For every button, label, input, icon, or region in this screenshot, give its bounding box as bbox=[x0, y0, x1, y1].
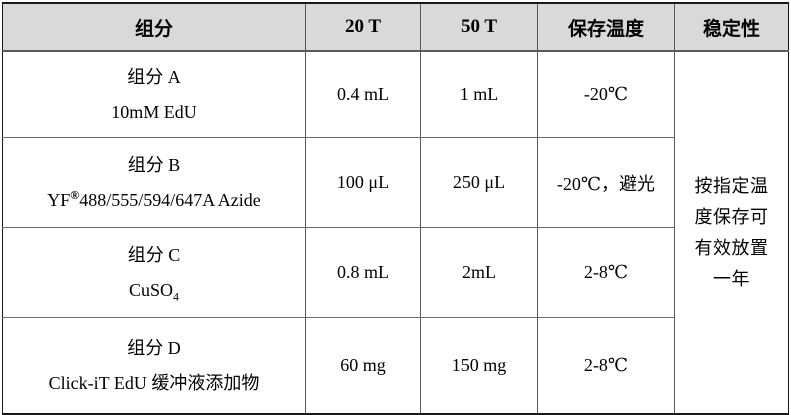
column-header-20t: 20 T bbox=[305, 2, 421, 52]
component-detail-a-text: 10mM EdU bbox=[111, 101, 197, 122]
component-detail-c-text: CuSO bbox=[128, 279, 173, 300]
stability-line-3: 有效放置 bbox=[694, 238, 769, 258]
component-detail-b-prefix: YF bbox=[47, 189, 71, 210]
cell-component-a: 组分 A 10mM EdU bbox=[2, 51, 306, 138]
cell-storage-temp-a: -20℃ bbox=[537, 51, 675, 138]
component-detail-d: Click-iT EdU 缓冲液添加物 bbox=[6, 372, 302, 393]
table-row: 组分 C CuSO4 0.8 mL 2mL 2-8℃ bbox=[2, 227, 789, 318]
component-name-a: 组分 A bbox=[127, 66, 181, 87]
stability-line-4: 一年 bbox=[713, 269, 750, 289]
cell-qty-50t-d: 150 mg bbox=[420, 317, 538, 415]
component-name-d: 组分 D bbox=[127, 337, 181, 358]
stability-line-2: 度保存可 bbox=[694, 207, 769, 227]
table-row: 组分 D Click-iT EdU 缓冲液添加物 60 mg 150 mg 2-… bbox=[2, 317, 789, 415]
table-header: 组分 20 T 50 T 保存温度 稳定性 bbox=[2, 2, 789, 52]
component-detail-a: 10mM EdU bbox=[6, 101, 302, 122]
column-header-stability: 稳定性 bbox=[674, 2, 789, 52]
subscript-digit: 4 bbox=[173, 289, 179, 304]
cell-qty-20t-b: 100 μL bbox=[305, 137, 421, 228]
cell-storage-temp-c: 2-8℃ bbox=[537, 227, 675, 318]
component-detail-c: CuSO4 bbox=[6, 279, 302, 304]
component-name-c: 组分 C bbox=[127, 244, 181, 265]
cell-qty-50t-b: 250 μL bbox=[420, 137, 538, 228]
cell-qty-50t-a: 1 mL bbox=[420, 51, 538, 138]
cell-qty-50t-c: 2mL bbox=[420, 227, 538, 318]
stability-line-1: 按指定温 bbox=[694, 176, 769, 196]
component-detail-b: YF®488/555/594/647A Azide bbox=[6, 187, 302, 210]
cell-qty-20t-a: 0.4 mL bbox=[305, 51, 421, 138]
component-name-b: 组分 B bbox=[127, 154, 181, 175]
column-header-50t: 50 T bbox=[420, 2, 538, 52]
table-header-row: 组分 20 T 50 T 保存温度 稳定性 bbox=[2, 2, 789, 52]
column-header-storage-temperature: 保存温度 bbox=[537, 2, 675, 52]
component-detail-d-text: Click-iT EdU 缓冲液添加物 bbox=[48, 372, 260, 393]
cell-qty-20t-c: 0.8 mL bbox=[305, 227, 421, 318]
cell-storage-temp-b: -20℃，避光 bbox=[537, 137, 675, 228]
table-row: 组分 B YF®488/555/594/647A Azide 100 μL 25… bbox=[2, 137, 789, 228]
cell-component-b: 组分 B YF®488/555/594/647A Azide bbox=[2, 137, 306, 228]
cell-stability-merged: 按指定温 度保存可 有效放置 一年 bbox=[674, 51, 789, 415]
cell-component-c: 组分 C CuSO4 bbox=[2, 227, 306, 318]
component-detail-b-suffix: 488/555/594/647A Azide bbox=[79, 189, 261, 210]
column-header-component: 组分 bbox=[2, 2, 306, 52]
cell-component-d: 组分 D Click-iT EdU 缓冲液添加物 bbox=[2, 317, 306, 415]
table-body: 组分 A 10mM EdU 0.4 mL 1 mL -20℃ 按指定温 度保存可… bbox=[2, 51, 789, 415]
cell-storage-temp-d: 2-8℃ bbox=[537, 317, 675, 415]
table-row: 组分 A 10mM EdU 0.4 mL 1 mL -20℃ 按指定温 度保存可… bbox=[2, 51, 789, 415]
registered-trademark-icon: ® bbox=[70, 187, 80, 202]
cell-qty-20t-d: 60 mg bbox=[305, 317, 421, 415]
